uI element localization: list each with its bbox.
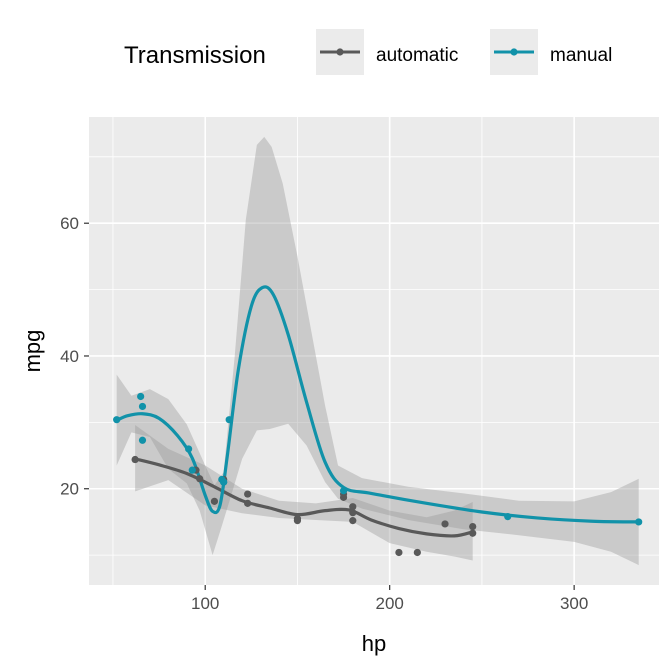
data-point-automatic [244, 499, 252, 507]
smooth-line-automatic [133, 457, 475, 538]
data-point-automatic [349, 517, 357, 525]
legend-label-automatic: automatic [376, 45, 458, 66]
plot-panel [89, 117, 659, 585]
data-point-manual [138, 436, 147, 444]
data-point-manual [504, 513, 512, 521]
y-axis-title: mpg [20, 330, 45, 373]
grid-lines [89, 117, 659, 585]
legend-key-automatic-point [336, 48, 344, 56]
legend-key-manual-point [510, 48, 518, 56]
smooth-lines [115, 285, 641, 538]
data-point-manual [339, 487, 348, 495]
x-axis-title: hp [362, 631, 386, 656]
x-tick-label: 200 [375, 594, 403, 613]
data-point-manual [138, 402, 147, 411]
axis-ticks: 100 200 300 20 40 60 [60, 214, 588, 613]
data-point-automatic [469, 529, 477, 537]
data-point-manual [225, 416, 233, 424]
smooth-line-manual [115, 285, 641, 524]
data-point-automatic [210, 497, 219, 505]
data-point-manual [220, 478, 228, 486]
data-point-manual [185, 445, 193, 453]
legend-title: Transmission [124, 42, 266, 69]
legend: Transmission automatic manual [124, 29, 612, 75]
data-point-automatic [349, 503, 357, 511]
data-point-manual [113, 416, 121, 424]
data-point-automatic [441, 520, 449, 528]
data-point-automatic [293, 517, 302, 525]
data-point-manual [635, 518, 643, 526]
data-point-manual [188, 466, 196, 474]
legend-label-manual: manual [550, 45, 612, 66]
data-point-automatic [131, 455, 139, 464]
data-points [113, 392, 643, 557]
y-tick-label: 40 [60, 347, 79, 366]
y-tick-label: 20 [60, 480, 79, 499]
confidence-band-manual [116, 136, 639, 566]
x-tick-label: 300 [560, 594, 588, 613]
x-tick-label: 100 [191, 594, 219, 613]
data-point-automatic [395, 548, 403, 557]
data-point-manual [137, 392, 145, 401]
y-tick-label: 60 [60, 214, 79, 233]
data-point-automatic [413, 548, 421, 557]
data-point-automatic [349, 509, 357, 517]
data-point-automatic [469, 522, 477, 531]
data-point-automatic [244, 490, 252, 498]
data-point-automatic [196, 475, 204, 483]
